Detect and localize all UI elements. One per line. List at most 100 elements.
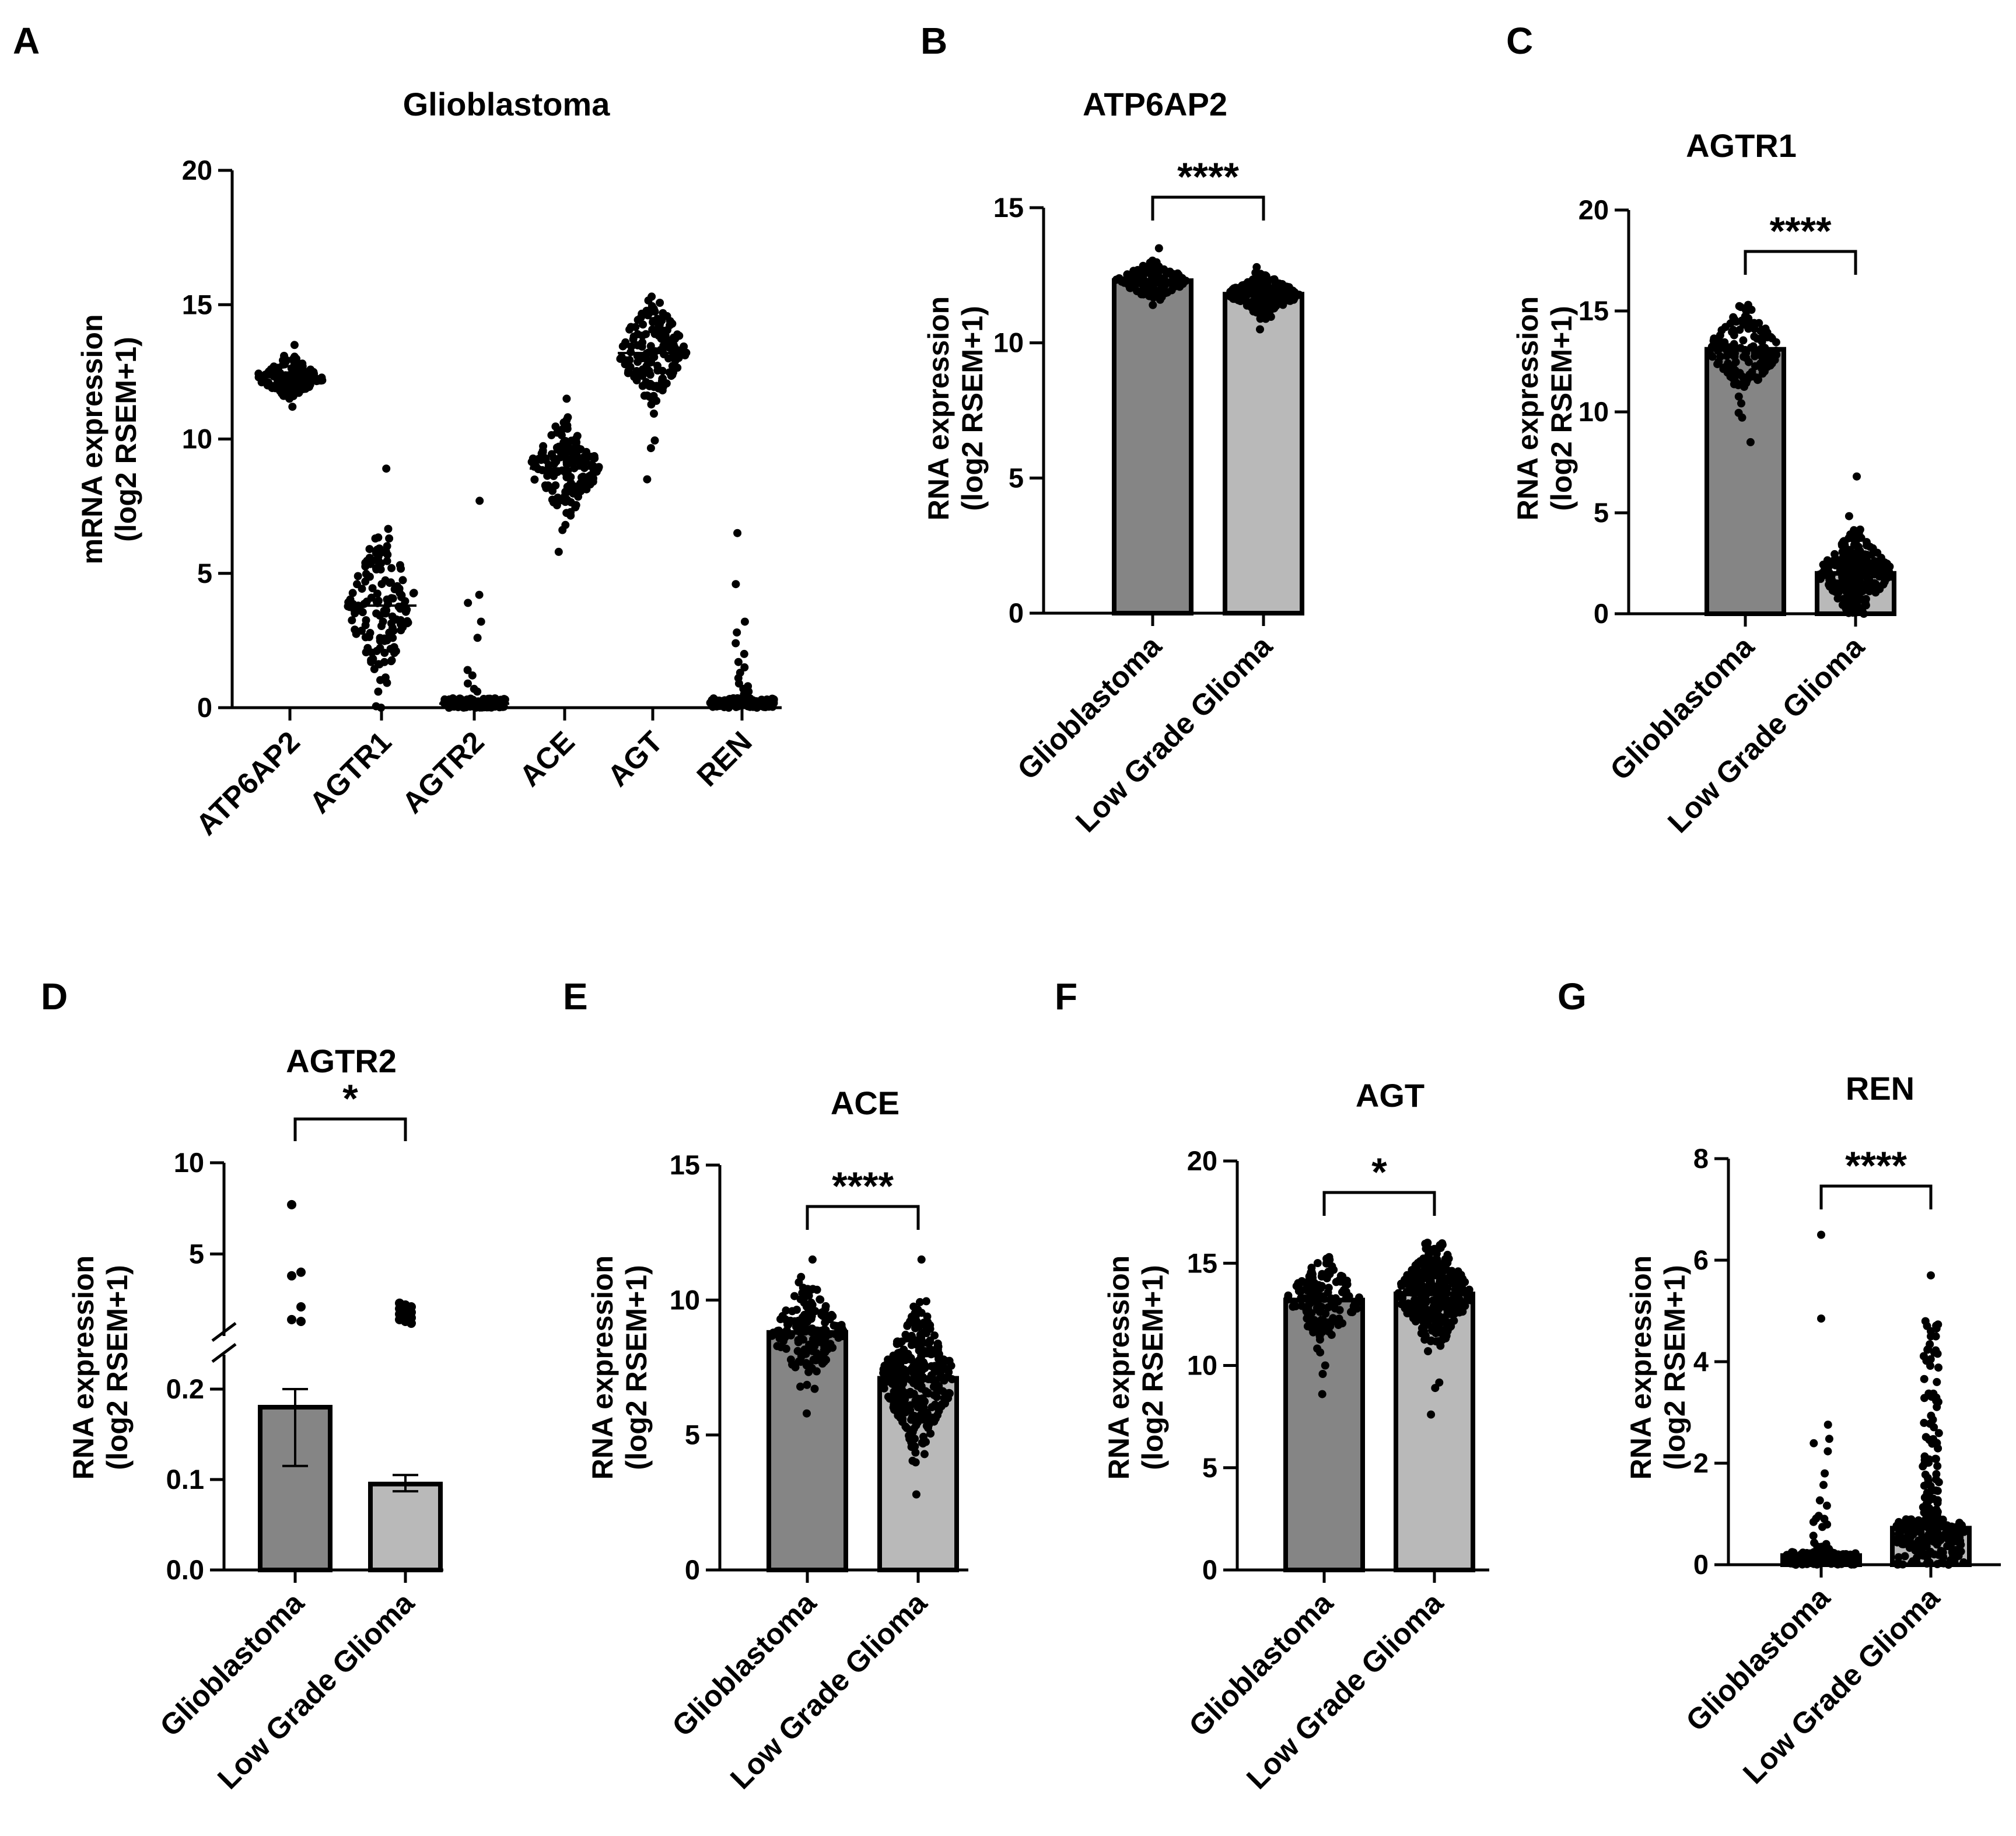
panel-letter: D [41, 975, 68, 1017]
data-point [907, 1331, 916, 1340]
data-point [1932, 1393, 1941, 1402]
data-point [889, 1351, 898, 1360]
data-point [572, 501, 580, 509]
data-point [1327, 1331, 1336, 1339]
data-point [1427, 1410, 1436, 1419]
data-point [1916, 1528, 1925, 1537]
y-axis-label-line: RNA expression [1102, 1256, 1135, 1480]
data-point [1758, 337, 1766, 346]
data-point [911, 1458, 920, 1467]
data-point [383, 550, 392, 559]
data-point [382, 464, 391, 473]
data-point [1810, 1538, 1819, 1547]
data-point [1762, 328, 1770, 337]
data-point [1821, 1469, 1829, 1478]
data-point [1178, 279, 1187, 288]
data-point [1853, 554, 1861, 563]
data-point [1937, 1559, 1945, 1567]
data-point [782, 1344, 790, 1353]
data-point [562, 394, 571, 403]
data-point [734, 658, 743, 666]
data-point [649, 317, 657, 326]
data-point [354, 572, 362, 580]
category-label: Low Grade Glioma [1069, 629, 1279, 838]
y-axis-label-line: (log2 RSEM+1) [1136, 1265, 1169, 1470]
data-point [257, 378, 266, 387]
bar-glioblastoma [1283, 1298, 1365, 1573]
data-point [1138, 279, 1146, 288]
data-point [1295, 291, 1304, 299]
data-point [1146, 291, 1154, 299]
panel-title: Glioblastoma [403, 86, 611, 123]
data-point [622, 356, 631, 365]
data-point [372, 702, 380, 711]
data-point [1443, 1284, 1452, 1292]
significance-label: **** [1845, 1143, 1907, 1188]
data-point [1324, 1284, 1333, 1292]
data-point [290, 341, 299, 349]
data-point [1226, 292, 1235, 301]
data-point [1760, 344, 1769, 352]
panel-b-chart: B ATP6AP2 0 5 10 15 RNA expression (log2 RSEM+1… [921, 20, 1304, 838]
data-point [915, 1323, 923, 1331]
data-point [1861, 601, 1870, 610]
data-point [1422, 1242, 1431, 1251]
data-point [799, 1335, 807, 1344]
data-point [1931, 1454, 1940, 1463]
y-tick-label: 5 [1009, 462, 1024, 493]
data-point [906, 1390, 915, 1398]
data-point [1256, 295, 1265, 304]
y-axis-label-line: (log2 RSEM+1) [1658, 1265, 1691, 1470]
axis-break-mark [211, 1322, 237, 1342]
data-point [796, 1295, 805, 1304]
data-point [1926, 1355, 1935, 1363]
data-point [1436, 1277, 1444, 1286]
data-point [1843, 575, 1852, 583]
data-point [547, 431, 556, 439]
data-point [632, 376, 641, 384]
data-point [1867, 579, 1875, 587]
data-point [634, 358, 642, 366]
data-point [407, 1319, 416, 1328]
data-point [527, 457, 536, 466]
data-point [671, 334, 680, 343]
data-point [1252, 285, 1261, 294]
scatter-group-ren [706, 529, 778, 712]
data-point [625, 325, 634, 334]
data-point [1840, 549, 1849, 558]
data-point [1824, 1447, 1832, 1456]
data-point [1755, 319, 1763, 327]
data-points-glioblastoma [768, 1255, 848, 1418]
data-point [1436, 1292, 1445, 1301]
data-point [268, 384, 276, 393]
data-point [1342, 1288, 1350, 1296]
data-point [644, 296, 653, 305]
y-tick-label: 15 [670, 1149, 700, 1180]
data-point [539, 442, 548, 450]
data-point [1322, 1254, 1331, 1263]
data-point [730, 701, 739, 709]
data-point [880, 1384, 888, 1393]
data-point [1157, 265, 1166, 274]
data-point [1843, 593, 1852, 602]
data-point [664, 354, 673, 363]
data-point [1744, 324, 1753, 333]
data-point [1934, 1429, 1943, 1438]
data-point [1739, 336, 1748, 345]
data-point [1317, 1303, 1326, 1311]
data-point [1303, 1286, 1311, 1295]
data-point [1840, 541, 1849, 550]
significance-bracket [1744, 250, 1857, 275]
data-point [299, 384, 308, 393]
data-point [1292, 1282, 1301, 1291]
data-points-low-grade-glioma [1892, 1271, 1968, 1569]
data-point [724, 695, 733, 704]
data-point [367, 656, 376, 665]
data-point [1929, 1537, 1938, 1546]
data-point [1273, 279, 1282, 288]
data-point [1735, 302, 1744, 310]
category-label: AGTR2 [396, 725, 491, 820]
data-point [1926, 1547, 1935, 1556]
data-point [381, 576, 390, 585]
